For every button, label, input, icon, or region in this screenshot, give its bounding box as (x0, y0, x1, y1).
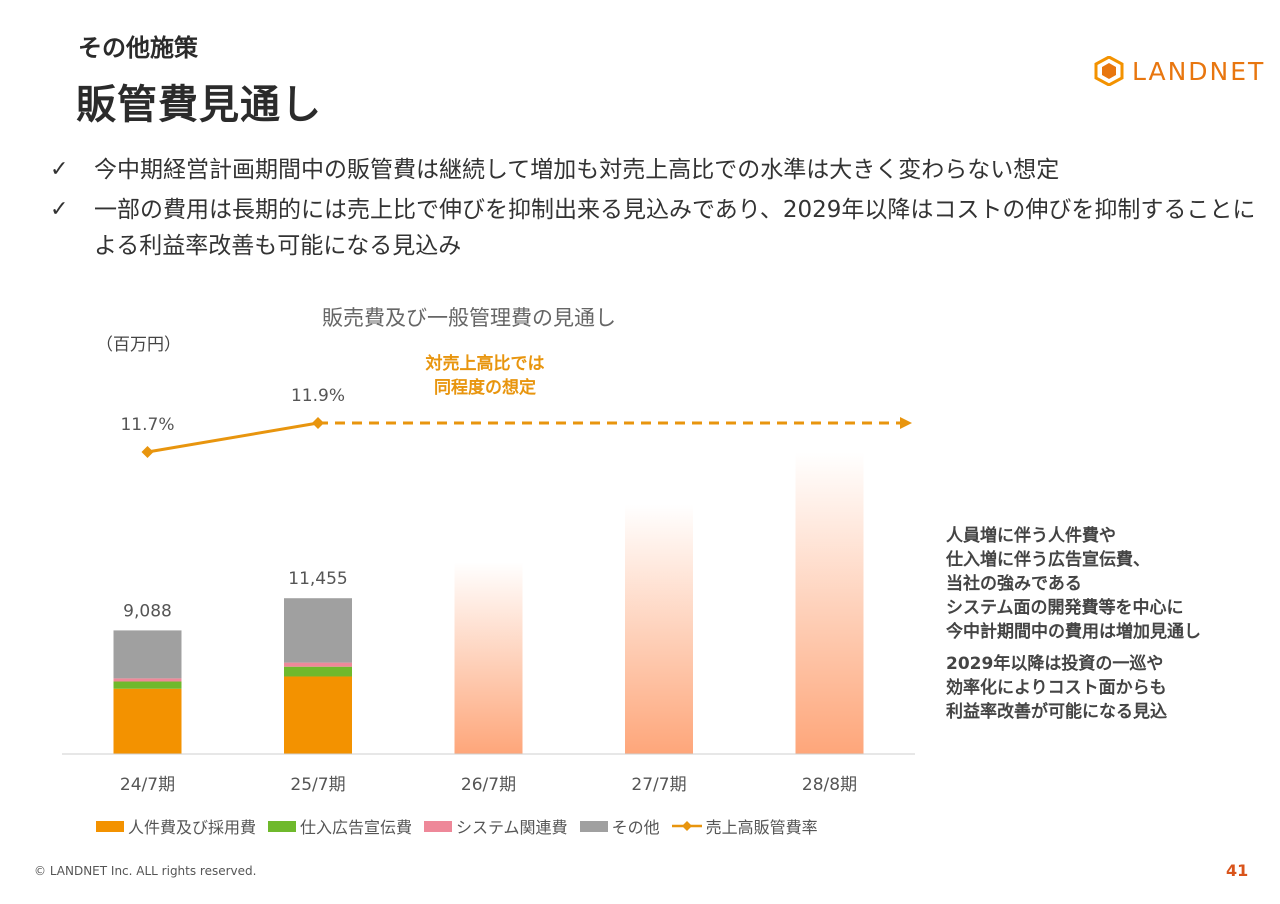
projection-bar (795, 452, 864, 754)
legend-line-marker-icon (671, 821, 702, 831)
x-tick-label: 28/8期 (802, 775, 857, 795)
ratio-label: 11.9% (291, 386, 345, 406)
page-title: 販管費見通し (76, 82, 322, 128)
bullet-text: 一部の費用は長期的には売上比で伸びを抑制出来る見込みであり、2029年以降はコス… (94, 197, 1256, 259)
side-note-line: 仕入増に伴う広告宣伝費、 (946, 550, 1150, 570)
legend-label: その他 (611, 818, 660, 837)
legend-label: システム関連費 (456, 818, 568, 837)
check-icon: ✓ (50, 157, 69, 182)
bullet-item: ✓ 今中期経営計画期間中の販管費は継続して増加も対売上高比での水準は大きく変わら… (48, 152, 1258, 188)
side-note-paragraph: 人員増に伴う人件費や 仕入増に伴う広告宣伝費、 当社の強みである システム面の開… (946, 524, 1276, 644)
x-tick-label: 25/7期 (290, 775, 345, 795)
legend-swatch (579, 820, 608, 832)
x-tick-label: 24/7期 (120, 775, 175, 795)
bar-segment (284, 676, 352, 754)
page-number: 41 (1226, 861, 1249, 880)
bar-segment (113, 688, 182, 754)
bar-segment (113, 681, 182, 689)
bar-segment (284, 666, 352, 677)
ratio-note-line: 同程度の想定 (434, 378, 536, 398)
total-label: 11,455 (288, 569, 347, 589)
legend-swatch (268, 820, 297, 832)
bullet-list: ✓ 今中期経営計画期間中の販管費は継続して増加も対売上高比での水準は大きく変わら… (48, 152, 1258, 268)
side-note-line: システム面の開発費等を中心に (946, 598, 1184, 618)
ratio-point (312, 417, 324, 429)
ratio-label: 11.7% (120, 415, 174, 435)
projection-bar (454, 562, 523, 754)
ratio-note: 対売上高比では 同程度の想定 (410, 352, 560, 400)
bullet-item: ✓ 一部の費用は長期的には売上比で伸びを抑制出来る見込みであり、2029年以降は… (48, 192, 1258, 264)
legend-label: 仕入広告宣伝費 (300, 818, 413, 837)
bar-segment (113, 678, 182, 682)
logo-text: LANDNET (1132, 56, 1266, 86)
legend-item: その他 (579, 814, 660, 838)
legend-item: 売上高販管費率 (671, 814, 818, 838)
legend-swatch (96, 820, 124, 832)
company-logo: LANDNET (1094, 56, 1265, 86)
legend-item: システム関連費 (424, 814, 568, 838)
ratio-arrow-icon (900, 417, 912, 429)
bullet-text: 今中期経営計画期間中の販管費は継続して増加も対売上高比での水準は大きく変わらない… (94, 157, 1060, 183)
bar-segment (113, 630, 182, 679)
ratio-line (147, 421, 319, 454)
legend-label: 売上高販管費率 (705, 818, 818, 837)
side-note-line: 人員増に伴う人件費や (946, 526, 1116, 546)
side-note-line: 利益率改善が可能になる見込 (946, 702, 1167, 722)
legend-swatch (424, 820, 453, 832)
side-note-line: 効率化によりコスト面からも (946, 678, 1167, 698)
legend-item: 仕入広告宣伝費 (268, 814, 412, 838)
ratio-note-line: 対売上高比では (425, 354, 545, 374)
landnet-logo-icon (1094, 56, 1124, 86)
legend-label: 人件費及び採用費 (128, 818, 257, 837)
copyright: © LANDNET Inc. ALL rights reserved. (34, 864, 257, 878)
bar-segment (284, 598, 352, 663)
side-note-line: 当社の強みである (946, 574, 1082, 594)
x-tick-label: 26/7期 (461, 775, 516, 795)
x-tick-label: 27/7期 (631, 775, 686, 795)
side-note-paragraph: 2029年以降は投資の一巡や 効率化によりコスト面からも 利益率改善が可能になる… (946, 652, 1276, 724)
check-icon: ✓ (50, 197, 69, 222)
side-note-line: 今中計期間中の費用は増加見通し (946, 622, 1201, 642)
chart-legend: 人件費及び採用費 仕入広告宣伝費 システム関連費 その他 売上高販管費率 (96, 814, 830, 838)
side-note-line: 2029年以降は投資の一巡や (946, 654, 1164, 674)
projection-bar (625, 504, 693, 754)
total-label: 9,088 (123, 601, 172, 621)
legend-item: 人件費及び採用費 (96, 814, 256, 838)
bar-segment (284, 662, 352, 667)
chart-title: 販売費及び一般管理費の見通し (322, 306, 616, 330)
side-note: 人員増に伴う人件費や 仕入増に伴う広告宣伝費、 当社の強みである システム面の開… (946, 524, 1276, 732)
ratio-point (141, 446, 154, 458)
section-subtitle: その他施策 (78, 34, 198, 62)
chart-unit-label: （百万円） (96, 335, 181, 355)
